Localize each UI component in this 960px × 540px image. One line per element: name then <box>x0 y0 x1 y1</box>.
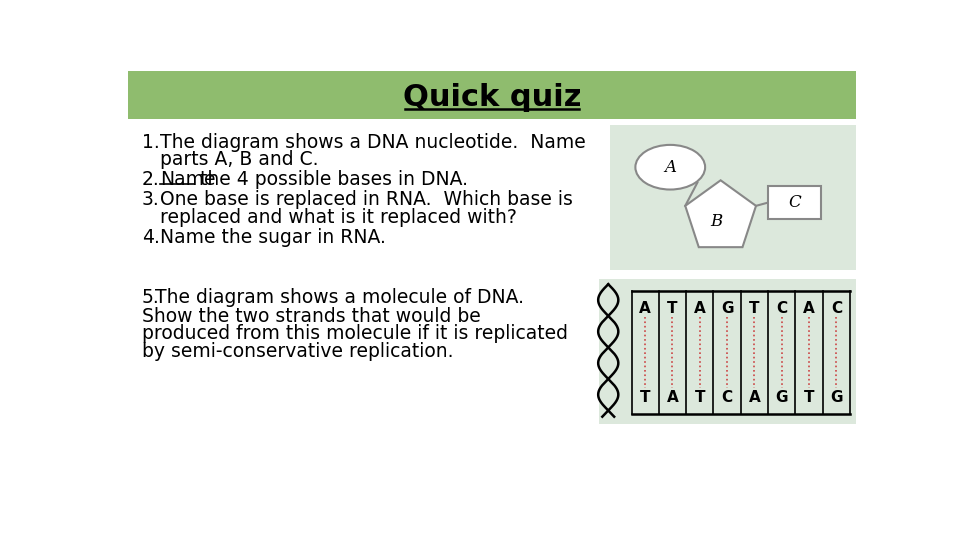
Text: Name the sugar in RNA.: Name the sugar in RNA. <box>160 228 386 247</box>
Text: replaced and what is it replaced with?: replaced and what is it replaced with? <box>160 208 517 227</box>
Text: 5.: 5. <box>142 288 159 307</box>
Text: by semi-conservative replication.: by semi-conservative replication. <box>142 342 453 361</box>
Text: A: A <box>694 301 706 315</box>
Text: A: A <box>804 301 815 315</box>
Text: T: T <box>694 390 705 405</box>
Text: C: C <box>777 301 787 315</box>
Text: T: T <box>749 301 759 315</box>
Ellipse shape <box>636 145 706 190</box>
Text: T: T <box>804 390 814 405</box>
Polygon shape <box>685 180 756 247</box>
Text: T: T <box>667 301 678 315</box>
Text: B: B <box>709 213 722 231</box>
FancyBboxPatch shape <box>128 71 856 119</box>
Text: A: A <box>749 390 760 405</box>
Text: the 4 possible bases in DNA.: the 4 possible bases in DNA. <box>194 170 468 190</box>
Text: C: C <box>830 301 842 315</box>
Text: G: G <box>721 301 733 315</box>
Text: Show the two strands that would be: Show the two strands that would be <box>142 307 480 326</box>
Text: 2.: 2. <box>142 170 159 190</box>
Text: 1.: 1. <box>142 132 159 152</box>
Text: The diagram shows a molecule of DNA.: The diagram shows a molecule of DNA. <box>155 288 524 307</box>
Text: G: G <box>830 390 843 405</box>
Text: A: A <box>639 301 651 315</box>
Text: T: T <box>640 390 651 405</box>
Text: One base is replaced in RNA.  Which base is: One base is replaced in RNA. Which base … <box>160 190 573 210</box>
Text: Quick quiz: Quick quiz <box>403 83 581 112</box>
FancyBboxPatch shape <box>599 279 856 423</box>
Text: 3.: 3. <box>142 190 159 210</box>
Text: C: C <box>722 390 732 405</box>
Text: 4.: 4. <box>142 228 159 247</box>
Text: A: A <box>664 159 676 176</box>
Text: parts A, B and C.: parts A, B and C. <box>160 150 319 169</box>
Text: The diagram shows a DNA nucleotide.  Name: The diagram shows a DNA nucleotide. Name <box>160 132 586 152</box>
Text: A: A <box>666 390 679 405</box>
Text: Name: Name <box>160 170 216 190</box>
Text: produced from this molecule if it is replicated: produced from this molecule if it is rep… <box>142 325 567 343</box>
FancyBboxPatch shape <box>610 125 856 269</box>
Text: C: C <box>788 194 801 211</box>
Bar <box>768 186 821 219</box>
Text: G: G <box>776 390 788 405</box>
